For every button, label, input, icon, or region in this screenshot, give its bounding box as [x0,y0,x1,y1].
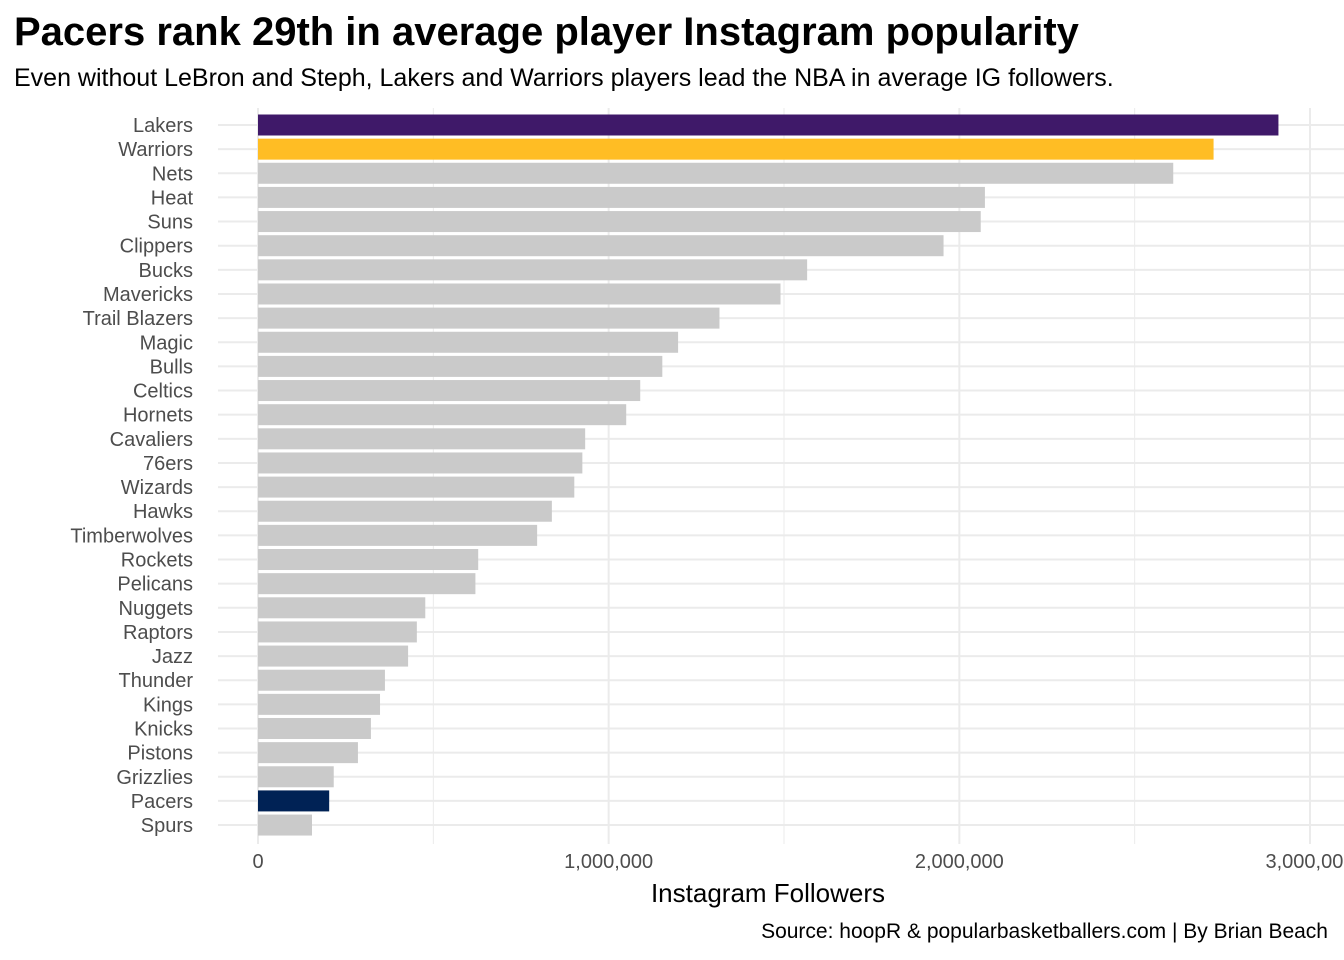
bar-bucks [258,259,808,281]
category-label: Timberwolves [70,525,193,547]
bar-suns [258,211,981,233]
x-axis-title: Instagram Followers [651,878,885,908]
x-tick-label: 3,000,000 [1266,851,1344,873]
bar-celtics [258,380,641,402]
bar-knicks [258,718,371,739]
category-label: Suns [147,212,193,234]
bar-timberwolves [258,524,538,546]
bar-wizards [258,476,575,498]
category-label: Grizzlies [116,767,193,789]
bar-pacers [258,790,330,812]
category-label: Trail Blazers [83,308,193,330]
bar-nuggets [258,597,426,619]
bar-pelicans [258,573,476,595]
category-label: Jazz [152,646,193,668]
x-tick-label: 2,000,000 [915,851,1004,873]
bar-warriors [258,138,1214,160]
category-label: Pacers [131,791,193,813]
category-label: 76ers [143,453,193,475]
chart-title: Pacers rank 29th in average player Insta… [14,10,1079,54]
bar-lakers [258,114,1279,136]
bar-pistons [258,742,358,764]
category-label: Cavaliers [110,429,193,451]
category-label: Thunder [119,670,194,692]
x-tick-labels: 0 1,000,000 2,000,000 3,000,000 [252,851,1344,873]
category-label: Heat [151,187,194,209]
bar-jazz [258,645,409,667]
category-label: Hawks [133,501,193,523]
category-label: Lakers [133,115,193,137]
bar-76ers [258,452,583,474]
category-label: Magic [140,332,193,354]
x-tick-label: 0 [252,851,263,873]
bar-spurs [258,814,313,836]
bar-cavaliers [258,428,586,450]
category-label: Celtics [133,381,193,403]
x-tick-label: 1,000,000 [564,851,653,873]
bar-grizzlies [258,766,334,788]
bar-hawks [258,500,552,522]
category-labels: LakersWarriorsNetsHeatSunsClippersBucksM… [70,115,193,837]
category-label: Raptors [123,622,193,644]
chart-subtitle: Even without LeBron and Steph, Lakers an… [14,64,1114,92]
bar-clippers [258,235,944,257]
category-label: Clippers [120,236,193,258]
category-label: Hornets [123,405,193,427]
category-label: Mavericks [103,284,193,306]
category-label: Spurs [141,815,193,837]
bar-rockets [258,549,479,571]
category-label: Nets [152,163,193,185]
bar-kings [258,693,381,715]
category-label: Pelicans [117,574,193,596]
bar-heat [258,186,985,208]
bars-group [258,114,1279,836]
category-label: Warriors [118,139,193,161]
category-label: Bucks [139,260,193,282]
category-label: Rockets [121,550,193,572]
category-label: Nuggets [119,598,194,620]
category-label: Knicks [134,719,193,741]
category-label: Bulls [150,356,193,378]
bar-nets [258,162,1174,184]
bar-hornets [258,404,627,426]
bar-raptors [258,621,417,643]
category-label: Wizards [121,477,193,499]
category-label: Kings [143,694,193,716]
bar-mavericks [258,283,781,305]
category-label: Pistons [127,743,193,765]
bar-thunder [258,669,385,691]
bar-trail-blazers [258,307,720,329]
source-caption: Source: hoopR & popularbasketballers.com… [761,920,1328,943]
bar-magic [258,331,679,353]
bar-bulls [258,355,663,377]
